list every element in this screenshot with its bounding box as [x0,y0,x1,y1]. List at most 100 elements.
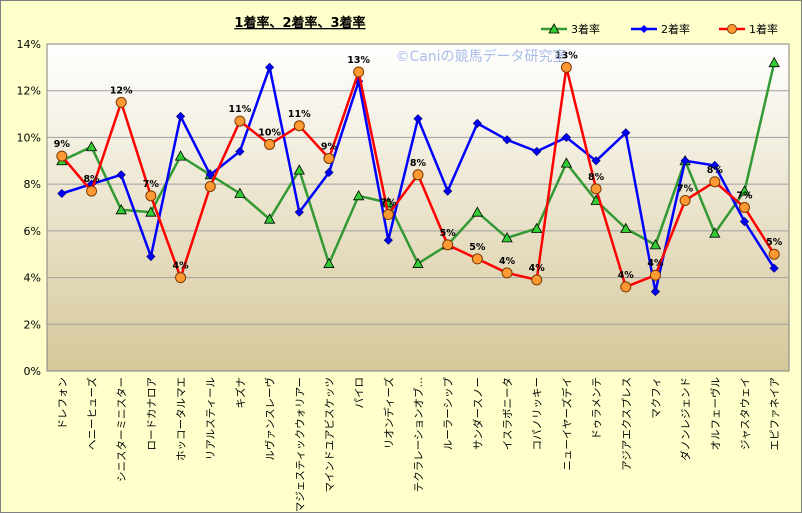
x-tick-label: シニスターミニスター [116,377,128,482]
data-label: 5% [469,242,486,253]
data-point [471,253,483,265]
data-point [561,132,571,142]
data-label: 4% [618,270,635,281]
data-point [265,62,275,72]
legend-marker [548,23,560,34]
x-tick-label: ニューイヤーズデイ [560,377,573,471]
data-point [174,150,187,161]
data-label: 5% [440,228,457,239]
data-point [591,156,601,166]
data-point [710,160,720,171]
data-point [560,61,572,73]
data-label: 7% [380,198,397,209]
x-tick-label: ダノンレジェンド [679,377,692,461]
data-point [263,213,276,224]
data-point [205,170,215,180]
series-diamond [57,62,779,297]
data-label: 8% [707,165,724,176]
y-tick-label: 0% [24,365,41,378]
data-point [769,263,779,273]
legend-item: 2着率 [631,22,690,36]
data-point [739,216,750,227]
data-point [352,189,365,201]
y-tick-label: 4% [24,272,41,285]
x-tick-label: エピファネイア [769,377,781,451]
legend-label: 1着率 [749,22,778,36]
data-point [145,206,157,217]
data-point [323,152,335,164]
data-point [531,222,543,233]
x-tick-label: ドレフォン [57,377,69,430]
data-point [679,194,691,206]
data-point [650,287,661,297]
legend-item: 3着率 [541,22,600,36]
data-point [175,272,187,284]
data-point [175,111,186,121]
data-point [145,190,157,202]
data-label: 12% [110,85,133,96]
data-point [768,248,780,260]
data-point [412,169,424,181]
data-point [621,128,631,138]
y-axis-ticks: 0% 2% 4% 6% 8% 10% 12% 14% [17,38,41,378]
data-point [116,170,126,180]
x-tick-label: コパノリッキー [532,377,544,451]
data-label: 7% [143,179,160,190]
data-label: 10% [258,127,281,138]
x-tick-label: オルフェーヴル [709,377,722,451]
data-point [86,185,98,197]
x-tick-label: ルヴァンスレーヴ [264,377,277,461]
data-point [738,185,751,196]
data-point [115,204,127,215]
x-tick-label: テクラレーションオブ… [412,377,425,492]
data-point [204,180,216,192]
data-label: 4% [529,263,546,274]
data-labels: 9% 8% 12% 7% 4% 11% 10% 11% 9% 13% 7% 8% 5% 5% 4% 4% 13%… [54,50,783,281]
data-point [56,150,68,162]
x-tick-label: キズナ [234,377,247,409]
data-point [146,251,156,262]
data-point [85,140,98,152]
x-tick-label: ホッコータルマエ [176,377,188,461]
data-point [501,232,513,243]
data-point [649,239,662,250]
data-point [293,120,305,132]
y-tick-label: 2% [24,318,41,331]
data-label: 7% [677,183,694,194]
legend: 3着率 2着率 1着率 [541,22,778,36]
data-point [560,157,573,168]
series-circle [56,61,780,293]
data-label: 11% [288,109,311,120]
data-point [649,269,661,281]
data-point [709,227,721,238]
x-tick-label: ルーラーシップ [443,377,455,451]
y-tick-label: 10% [17,131,41,144]
x-tick-label: サンダースノー [471,377,484,450]
data-point [413,114,423,124]
data-point [443,186,453,196]
x-tick-label: マインドユアビスケッツ [324,377,336,493]
data-point [680,156,690,166]
y-tick-label: 12% [17,85,41,98]
data-label: 8% [410,158,427,169]
data-point [590,183,602,195]
data-label: 5% [766,237,783,248]
plot-area [46,43,790,372]
data-point [383,235,393,245]
data-point [738,202,750,213]
series-layer [56,56,780,297]
watermark: ©Caniの競馬データ研究室 [395,48,566,65]
data-point [234,115,246,127]
data-label: 4% [172,261,189,272]
data-point [294,207,304,217]
data-label: 11% [229,104,252,115]
data-point [442,239,454,251]
legend-label: 3着率 [571,22,600,36]
data-point [382,209,394,221]
x-tick-label: ジャスタウェイ [739,377,751,450]
data-point [57,188,67,199]
data-label: 7% [736,191,753,202]
data-point [768,56,780,68]
x-tick-label: パイロ [354,377,366,409]
